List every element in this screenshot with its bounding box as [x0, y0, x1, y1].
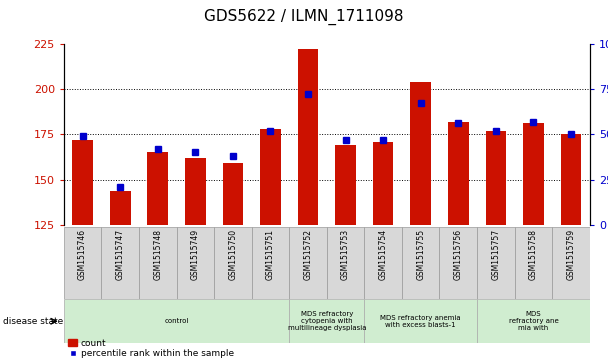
Bar [364, 227, 402, 299]
Bar [514, 227, 552, 299]
Text: control: control [164, 318, 188, 324]
Bar [185, 158, 206, 225]
Bar [289, 227, 326, 299]
Bar [102, 227, 139, 299]
Bar [335, 145, 356, 225]
Bar [298, 49, 319, 225]
Text: GSM1515759: GSM1515759 [567, 229, 576, 280]
Bar [523, 123, 544, 225]
Bar [552, 227, 590, 299]
Bar [477, 227, 514, 299]
Bar [72, 140, 93, 225]
Text: GSM1515751: GSM1515751 [266, 229, 275, 280]
Text: GSM1515757: GSM1515757 [491, 229, 500, 280]
Bar [326, 227, 364, 299]
Bar [110, 191, 131, 225]
Text: GSM1515753: GSM1515753 [341, 229, 350, 280]
Text: GSM1515755: GSM1515755 [416, 229, 425, 280]
Bar [440, 227, 477, 299]
Bar [176, 227, 214, 299]
Text: GDS5622 / ILMN_1711098: GDS5622 / ILMN_1711098 [204, 9, 404, 25]
Bar [147, 152, 168, 225]
Bar [260, 129, 281, 225]
Bar [289, 299, 364, 343]
Bar [373, 142, 393, 225]
Text: GSM1515747: GSM1515747 [116, 229, 125, 280]
Bar [364, 299, 477, 343]
Bar [410, 82, 431, 225]
Text: MDS refractory
cytopenia with
multilineage dysplasia: MDS refractory cytopenia with multilinea… [288, 311, 366, 331]
Bar [448, 122, 469, 225]
Bar [252, 227, 289, 299]
Text: GSM1515752: GSM1515752 [303, 229, 313, 280]
Text: GSM1515758: GSM1515758 [529, 229, 538, 280]
Bar [223, 163, 243, 225]
Text: GSM1515756: GSM1515756 [454, 229, 463, 280]
Text: GSM1515748: GSM1515748 [153, 229, 162, 280]
Bar [486, 131, 506, 225]
Legend: count, percentile rank within the sample: count, percentile rank within the sample [68, 339, 234, 359]
Bar [139, 227, 176, 299]
Text: GSM1515750: GSM1515750 [229, 229, 237, 280]
Text: GSM1515746: GSM1515746 [78, 229, 87, 280]
Bar [402, 227, 440, 299]
Bar [64, 227, 102, 299]
Text: MDS refractory anemia
with excess blasts-1: MDS refractory anemia with excess blasts… [381, 315, 461, 328]
Text: GSM1515749: GSM1515749 [191, 229, 200, 280]
Bar [561, 134, 581, 225]
Text: MDS
refractory ane
mia with: MDS refractory ane mia with [508, 311, 558, 331]
Text: disease state: disease state [3, 317, 63, 326]
Bar [64, 299, 289, 343]
Bar [477, 299, 590, 343]
Bar [214, 227, 252, 299]
Text: GSM1515754: GSM1515754 [379, 229, 388, 280]
